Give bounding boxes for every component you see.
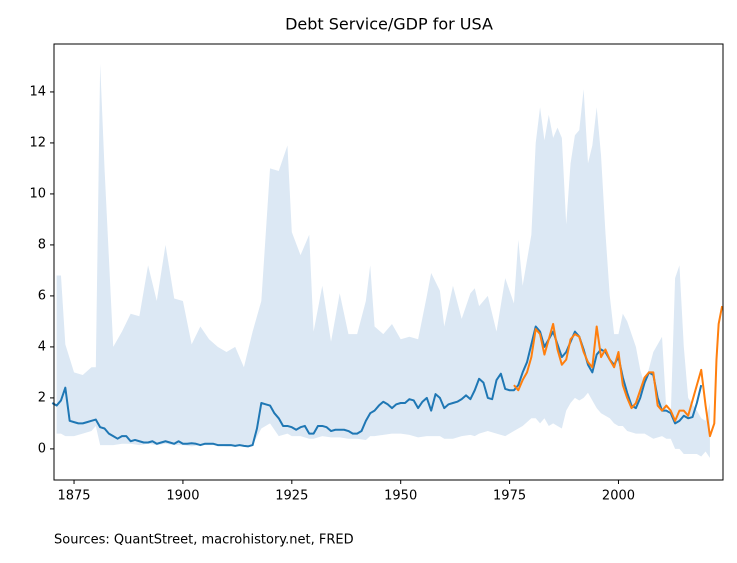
y-tick-label: 10 xyxy=(29,186,46,201)
x-tick-label: 1925 xyxy=(275,489,308,504)
chart-title: Debt Service/GDP for USA xyxy=(285,15,493,34)
y-tick-label: 6 xyxy=(38,288,46,303)
x-tick-label: 1900 xyxy=(166,489,199,504)
y-tick-label: 0 xyxy=(38,441,46,456)
y-tick-label: 4 xyxy=(38,339,46,354)
range-band xyxy=(56,63,710,458)
plot-frame xyxy=(53,43,724,481)
footnote: Sources: QuantStreet, macrohistory.net, … xyxy=(54,533,354,548)
x-tick-label: 1875 xyxy=(57,489,90,504)
y-tick-label: 14 xyxy=(29,84,46,99)
series-line xyxy=(51,325,703,448)
x-tick-label: 1975 xyxy=(493,489,526,504)
x-tick-label: 1950 xyxy=(384,489,417,504)
y-tick-label: 2 xyxy=(38,390,46,405)
y-tick-label: 12 xyxy=(29,135,46,150)
x-tick-label: 2000 xyxy=(602,489,635,504)
y-tick-label: 8 xyxy=(38,237,46,252)
series-line xyxy=(513,305,724,438)
